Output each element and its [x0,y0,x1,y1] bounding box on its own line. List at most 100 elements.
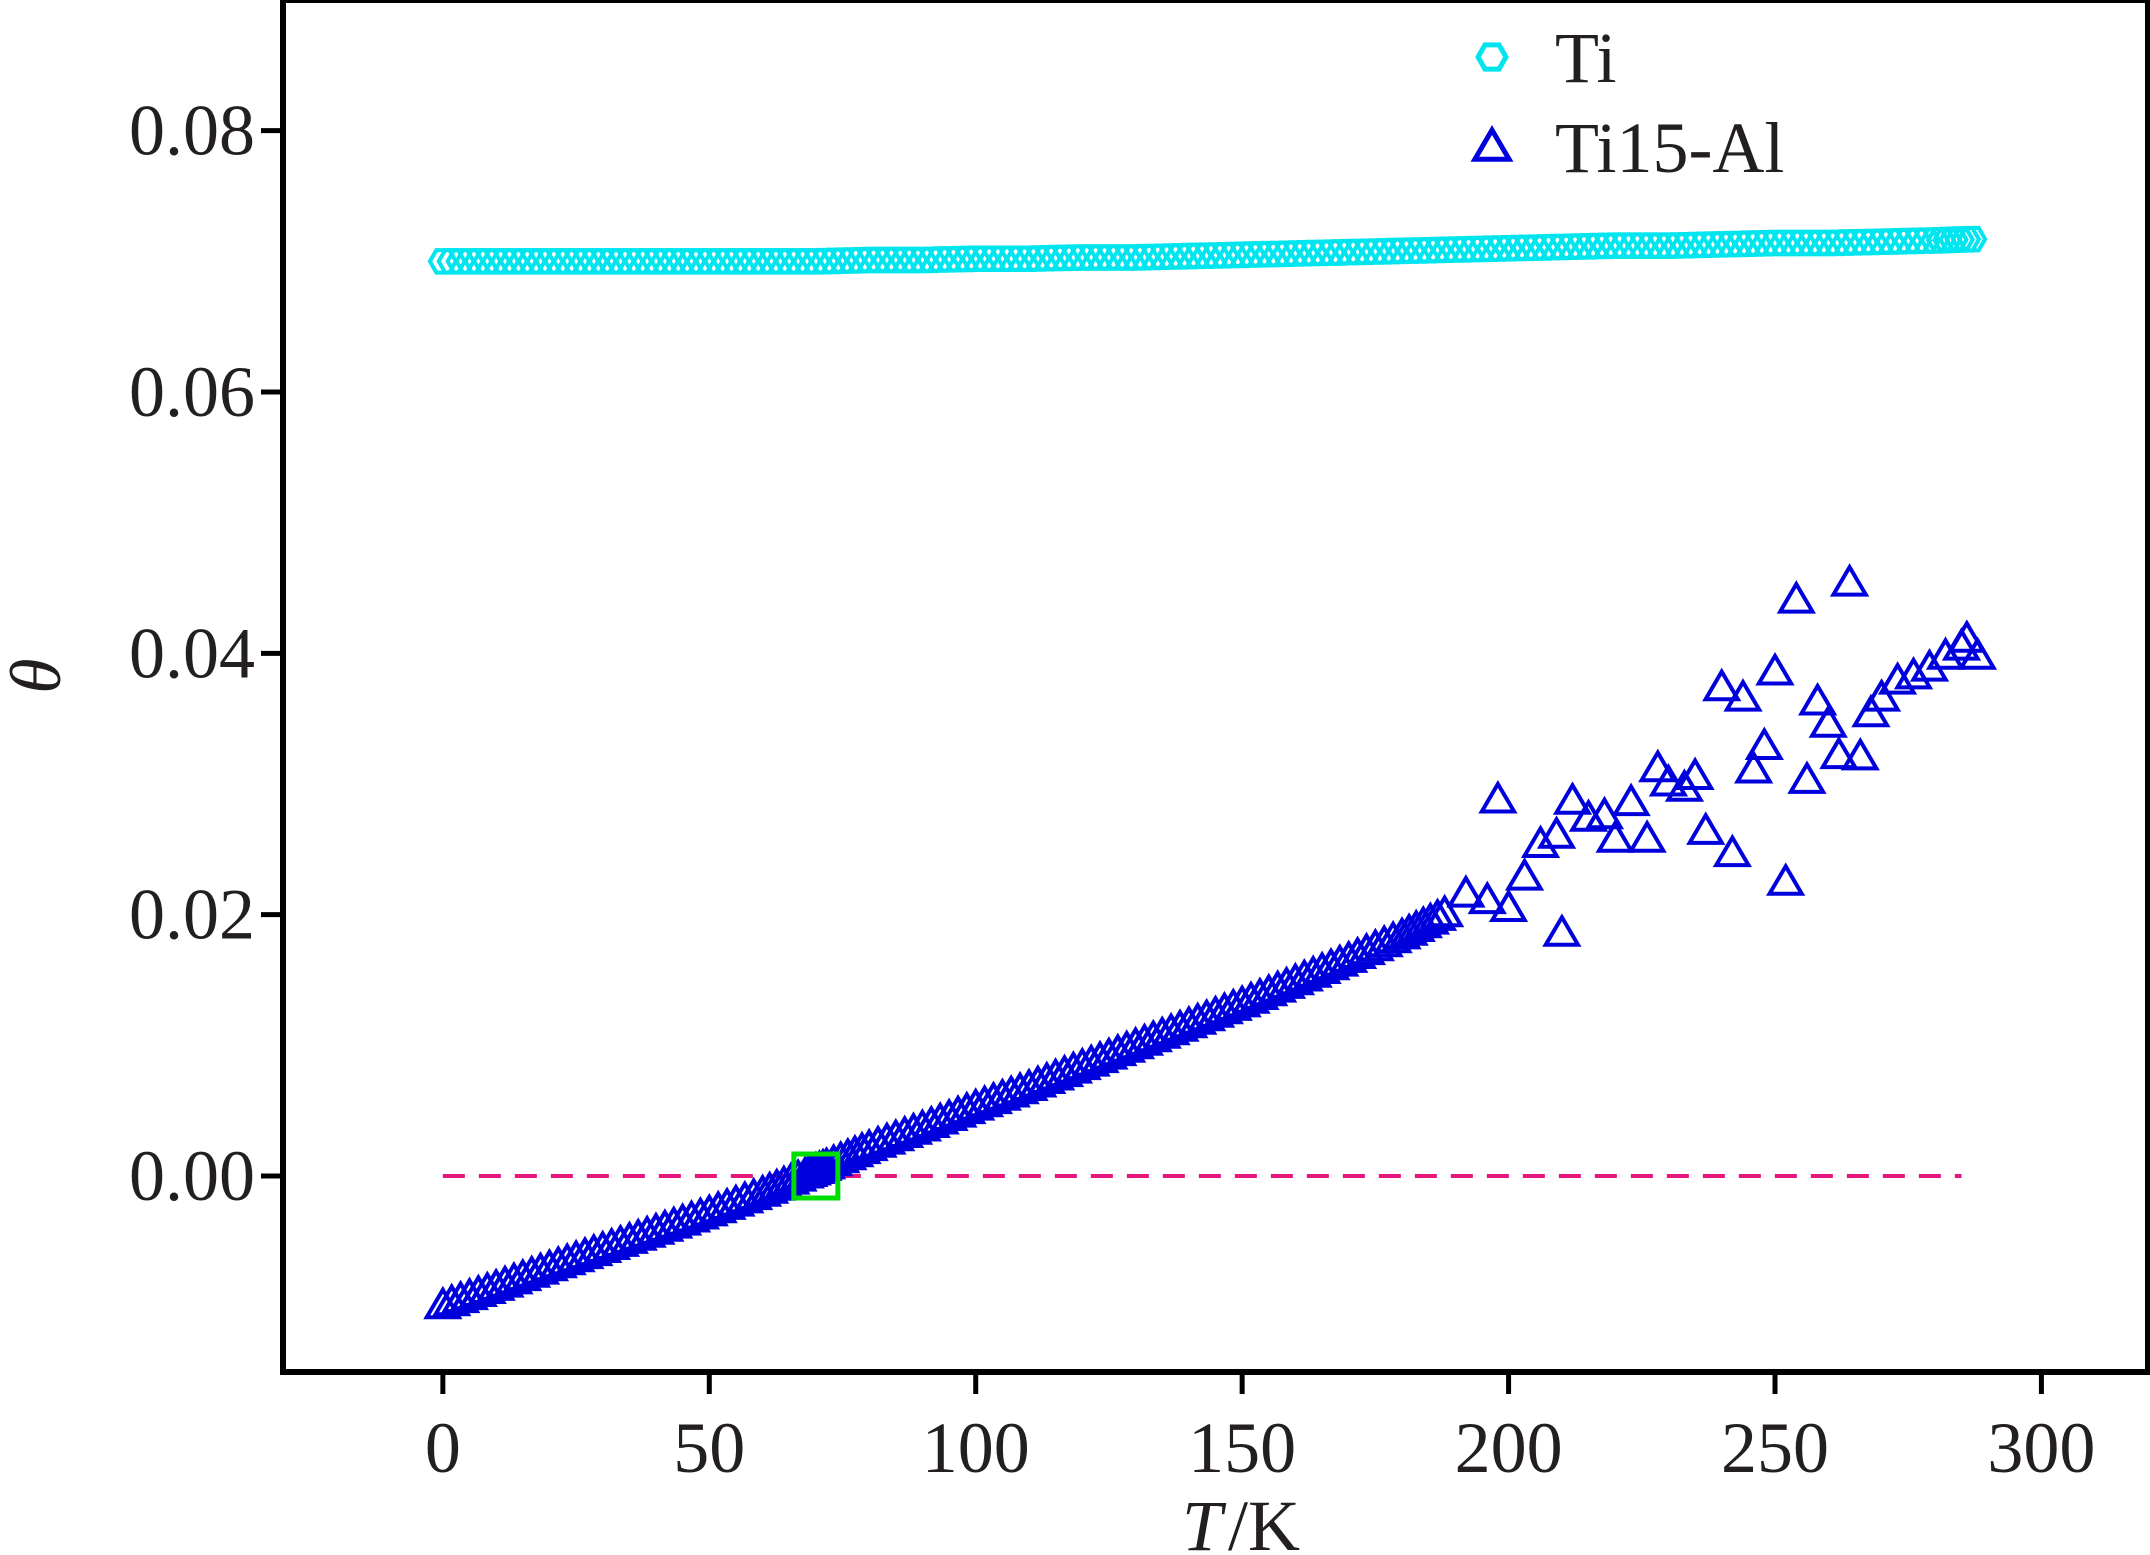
ti15-al-data-point-fill [938,1094,978,1128]
ti15-al-data-point [1702,667,1742,702]
ti15-al-data-point-fill [1036,1057,1076,1091]
x-tick-label: 150 [1188,1408,1296,1488]
ti15-al-data-point [1542,913,1582,947]
ti15-al-data-point-fill [1000,1070,1040,1105]
ti15-al-data-point-fill [1160,1008,1200,1042]
ti15-al-data-point [1712,833,1752,868]
ti15-al-data-point [1675,756,1715,790]
ti15-al-data-point-fill [1346,931,1387,966]
ti15-al-data-point [1478,780,1518,814]
ti15-al-data-point-fill [1417,897,1458,931]
x-tick-label: 100 [922,1408,1030,1488]
ti15-al-data-point [1829,563,1870,597]
ti15-al-data-point [1169,1004,1209,1039]
ti15-al-data-point [1115,1025,1156,1060]
ti15-al-data-point [1723,678,1763,712]
ti15-al-data-point-fill [1213,987,1253,1021]
ti15-al-data-point [1638,748,1678,783]
ti15-al-data-point-fill [1410,901,1451,935]
ti15-al-data-point [1009,1067,1049,1101]
legend-triangle-marker [1470,125,1514,162]
plot-frame [280,0,2150,1375]
ti15-al-data-point-fill [1178,1001,1218,1035]
x-tick-label: 50 [673,1408,745,1488]
ti15-al-data-point [1504,857,1545,891]
ti15-al-data-point [1893,655,1934,690]
ti15-al-data-point [1957,636,1998,670]
ti15-al-data-point-fill [1133,1018,1173,1053]
ti15-al-data-point [1467,880,1507,915]
ti-data-point [1956,225,1988,253]
x-axis-label: T /K [1182,1486,1300,1555]
ti15-al-data-point-fill [1293,954,1333,988]
ti15-al-data-point [1819,735,1859,770]
ti15-al-data-point-fill [1231,980,1271,1014]
ti15-al-data-point-fill [1124,1022,1165,1056]
ti15-al-data-point-fill [1053,1050,1094,1084]
ti15-al-data-point-fill [1337,935,1378,969]
ti15-al-data-point [1744,726,1784,760]
ti15-al-data-point-fill [1320,943,1360,977]
ti15-al-data-point [1611,782,1651,817]
ti15-al-data-point [1766,862,1806,896]
y-tick-label: 0.08 [129,91,255,171]
ti15-al-data-point [1488,888,1529,922]
ti15-al-data-point [1062,1046,1102,1081]
ti15-al-data-point-fill [1284,957,1324,992]
ti15-al-data-point-fill [911,1104,951,1138]
x-tick-label: 200 [1455,1408,1563,1488]
ti15-al-data-point-fill [1142,1015,1182,1049]
legend-label-ti: Ti [1555,18,1616,98]
ti15-al-data-point-fill [1355,927,1395,962]
y-tick-label: 0.02 [129,875,255,955]
legend: Ti Ti15-Al [1470,18,1784,188]
ti15-al-data-point-fill [1311,946,1351,981]
y-tick-label: 0.00 [129,1136,255,1216]
ti15-al-data-point [1734,749,1774,784]
ti15-al-data-point [1798,682,1838,716]
ti15-al-data-point [1627,819,1667,853]
ti15-al-data-point [1425,893,1465,928]
ti15-al-data-point-fill [1071,1043,1111,1077]
ti15-al-data-point-fill [1044,1053,1085,1088]
x-tick-label: 250 [1721,1408,1829,1488]
legend-hexagon-marker [1475,42,1509,72]
ti15-al-data-point-fill [929,1097,969,1131]
ti15-al-data-point-fill [1204,990,1244,1025]
ti15-al-data-point [1595,819,1635,853]
ti15-al-data-point-fill [842,1130,882,1165]
ti15-al-data-point [1329,939,1369,973]
ti15-al-data-point-fill [1258,969,1298,1003]
ti15-al-data-point-fill [1080,1039,1120,1074]
ti15-al-data-point-fill [1240,976,1280,1010]
ti15-al-data-point-fill [1151,1011,1191,1046]
ti15-al-data-point [1552,781,1593,815]
y-tick-label: 0.06 [129,352,255,432]
ti15-al-data-point [1536,815,1577,849]
y-tick-label: 0.04 [129,613,255,693]
ti15-al-data-point [1686,811,1726,845]
ti15-al-data-point [1520,824,1561,858]
ti15-al-data-point [1648,763,1689,797]
ti15-al-data-point-fill [1195,994,1236,1028]
legend-label-ti15-al: Ti15-Al [1555,108,1784,188]
ti15-al-data-point [1755,651,1795,686]
ti15-al-data-point-fill [947,1090,987,1125]
x-tick-label: 0 [425,1408,461,1488]
ti15-al-data-point [1584,795,1625,830]
ti15-al-data-point-fill [1187,997,1227,1032]
ti15-al-data-point [1275,961,1316,996]
ti15-al-data-point [1787,760,1827,794]
x-axis-unit: /K [1228,1486,1300,1555]
ti15-al-data-point [1222,983,1262,1018]
ti15-al-data-point-fill [920,1101,960,1135]
ti15-al-data-point [1947,619,1987,653]
y-axis-label: θ [0,658,76,693]
ti15-al-data-point-fill [1302,950,1342,984]
ti15-al-data-point-fill [1107,1029,1147,1063]
ti15-al-data-point-fill [1018,1064,1058,1098]
ti15-al-data-point [1446,874,1486,908]
ti15-al-data-point-fill [1089,1036,1129,1070]
ti15-al-data-point [902,1108,943,1142]
